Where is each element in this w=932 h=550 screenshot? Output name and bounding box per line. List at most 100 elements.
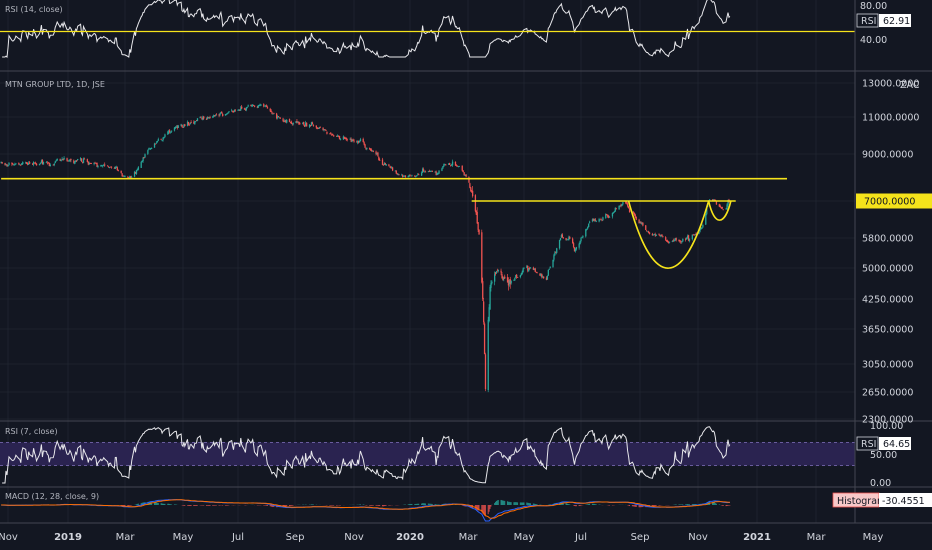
candle-body [627,203,629,207]
candle-body [276,116,279,118]
candle-body [6,164,8,167]
candle-body [270,110,272,113]
candle-body [574,248,577,252]
candle-body [107,166,110,168]
macd-histogram-bar [169,504,171,505]
macd-histogram-bar [417,503,419,505]
time-tick: Sep [631,532,650,543]
candle-body [465,174,467,177]
candle-body [591,219,594,222]
candle-body [601,219,603,221]
candle-body [588,221,591,223]
candle-body [233,110,236,112]
candle-body [508,280,511,284]
macd-histogram-bar [510,502,512,505]
macd-histogram-bar [196,505,198,506]
candle-body [102,165,104,167]
macd-badge-label: Histogram [837,496,886,507]
candle-body [442,166,444,169]
candle-body [598,219,600,222]
price-pane[interactable]: MTN GROUP LTD, 1D, JSE [0,80,787,393]
macd-histogram-bar [514,502,516,505]
candle-body [580,237,582,242]
macd-histogram-bar [726,505,728,506]
macd-histogram-bar [312,504,314,505]
macd-histogram-bar [575,505,577,507]
candle-body [101,165,103,167]
candle-body [136,168,139,170]
candle-body [394,170,397,172]
candle-body [318,127,320,129]
candle-body [133,171,136,177]
candle-body [200,116,202,118]
candle-body [529,268,531,270]
macd-histogram-bar [653,505,655,507]
macd-histogram-bar [383,505,385,507]
handle-pattern-curve[interactable] [707,200,732,221]
macd-histogram-bar [565,503,567,505]
macd-histogram-bar [207,505,209,506]
macd-histogram-bar [153,502,155,505]
macd-histogram-bar [504,500,506,505]
candle-body [4,162,6,166]
price-axis[interactable]: 80.00 40.00 RSI 62.91 13000.0000 11000.00… [832,1,932,508]
macd-histogram-bar [266,505,267,506]
candle-body [349,138,351,140]
candle-body [520,273,522,276]
candle-body [206,117,209,119]
macd-histogram-bar [416,503,418,505]
candle-body [673,240,675,242]
macd-histogram-bar [481,505,483,513]
time-tick: Nov [688,532,708,543]
macd-histogram-bar [379,505,381,506]
candle-body [443,164,445,167]
candle-body [542,276,544,278]
candle-body [562,237,564,239]
candle-body [587,227,589,229]
macd-histogram-bar [382,505,384,507]
candle-body [269,108,271,111]
candle-body [410,175,412,177]
candle-body [423,171,426,173]
candle-body [26,162,28,165]
macd-pane[interactable]: MACD (12, 28, close, 9) [1,492,731,522]
candle-body [632,211,635,213]
candle-body [303,121,305,125]
candle-body [286,119,288,123]
macd-histogram-bar [694,504,696,505]
candle-body [291,123,293,125]
candle-body [403,175,406,177]
rsi7-pane[interactable]: RSI (7, close) [0,426,855,484]
macd-histogram-bar [526,502,528,505]
macd-histogram-bar [639,505,641,508]
top-rsi-pane[interactable]: RSI (14, close) [0,0,855,58]
macd-histogram-bar [529,503,531,505]
candle-body [666,240,669,243]
candle-body [401,174,403,176]
macd-histogram-bar [594,504,596,505]
candle-body [691,234,693,240]
candle-body [114,166,117,169]
candle-body [53,163,55,166]
candle-body [513,279,515,281]
candle-body [561,234,564,238]
candle-body [681,241,683,243]
candle-body [68,160,70,162]
macd-histogram-bar [120,505,122,506]
macd-histogram-bar [410,504,412,505]
macd-histogram-bar [286,505,288,507]
rsi7-tick: 0.00 [870,478,891,489]
time-axis[interactable]: Nov 2019 Mar May Jul Sep Nov 2020 Mar May Jul Sep No… [0,532,883,543]
macd-histogram-bar [370,505,372,506]
candle-body [149,148,151,150]
candle-body [241,106,243,109]
macd-histogram-bar [533,503,535,505]
candle-body [652,234,655,236]
macd-histogram-bar [532,503,534,505]
candle-body [701,227,703,229]
macd-histogram-bar [189,505,191,506]
macd-histogram-bar [634,505,636,507]
cup-pattern-curve[interactable] [627,200,710,269]
candle-body [264,105,267,107]
price-tick: 5800.0000 [862,234,913,245]
